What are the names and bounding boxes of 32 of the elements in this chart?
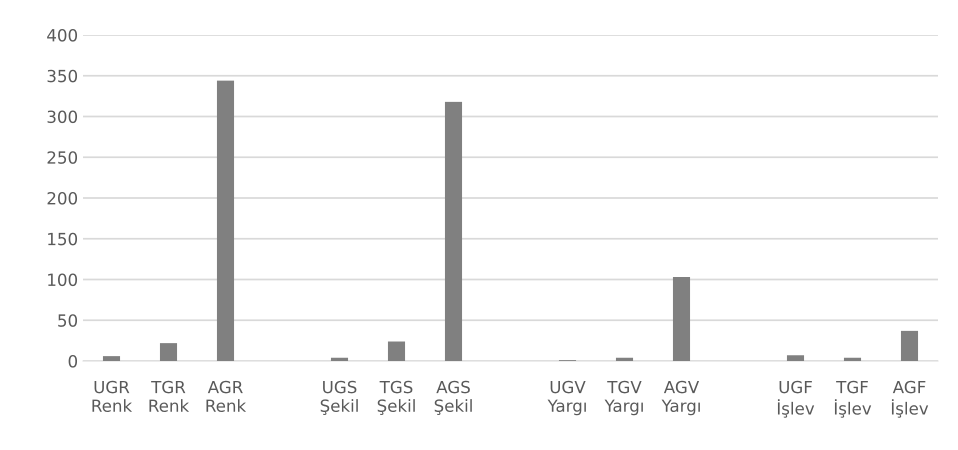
bar <box>444 102 462 361</box>
x-tick-label: UGS Şekil <box>320 380 358 415</box>
bar <box>160 343 178 361</box>
y-tick-label: 0 <box>68 354 78 368</box>
x-tick-label: UGV Yargı <box>548 380 586 416</box>
bar <box>102 356 120 361</box>
x-tick-label: AGV Yargı <box>662 380 700 416</box>
x-tick-label: AGR Renk <box>206 380 246 412</box>
x-tick-label: UGF İşlev <box>778 380 814 418</box>
bar <box>616 358 634 361</box>
x-tick-label: TGV Yargı <box>604 380 643 416</box>
bar <box>900 330 918 361</box>
y-tick-label: 150 <box>48 232 78 246</box>
y-tick-label: 100 <box>48 273 78 286</box>
y-tick-label: 400 <box>47 28 78 42</box>
bar <box>388 341 406 361</box>
y-tick-label: 250 <box>48 151 78 164</box>
y-tick-label: 200 <box>48 192 78 205</box>
x-tick-label: AGF İşlev <box>892 380 928 418</box>
bar <box>672 277 690 361</box>
x-tick-label: TGF İşlev <box>834 380 872 418</box>
x-tick-label: AGS Şekil <box>434 380 472 415</box>
y-tick-label: 300 <box>48 110 78 124</box>
x-tick-label: TGS Şekil <box>378 380 415 415</box>
y-tick-label: 50 <box>58 314 78 327</box>
x-tick-label: TGR Renk <box>149 380 190 412</box>
bar <box>330 358 348 361</box>
bar <box>216 80 234 361</box>
y-tick-label: 350 <box>48 70 78 82</box>
bar <box>844 358 862 361</box>
x-tick-label: UGR Renk <box>92 380 132 412</box>
bar <box>786 355 804 361</box>
